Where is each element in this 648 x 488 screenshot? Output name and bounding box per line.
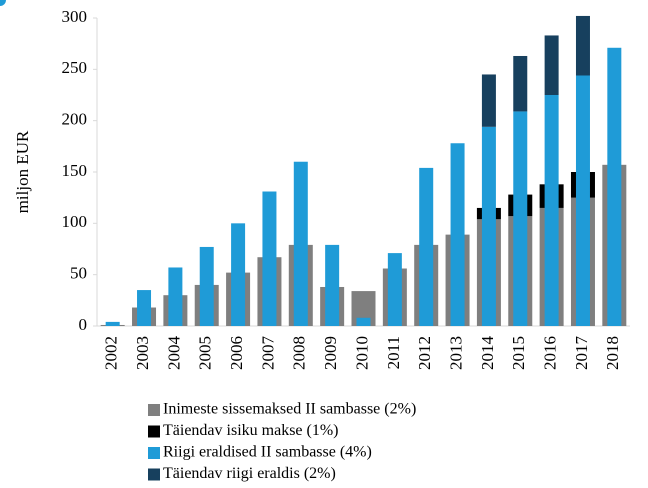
- legend-label: Inimeste sissemaksed II sambasse (2%): [163, 401, 416, 418]
- bar: [325, 244, 340, 326]
- x-tick-label: 2017: [572, 336, 591, 371]
- bar: [481, 126, 496, 327]
- x-tick-label: 2003: [133, 336, 152, 370]
- y-axis-label: miljon EUR: [13, 130, 32, 213]
- bar: [481, 74, 496, 127]
- y-tick-label: 0: [79, 315, 88, 334]
- x-tick-label: 2014: [478, 336, 497, 371]
- legend-swatch: [148, 425, 160, 438]
- x-tick-label: 2016: [541, 336, 560, 370]
- bar: [544, 95, 559, 326]
- bar: [607, 47, 622, 326]
- y-tick-label: 50: [70, 264, 87, 283]
- x-tick-label: 2004: [164, 336, 183, 371]
- legend-swatch: [148, 404, 160, 416]
- bar: [137, 290, 152, 326]
- x-tick-label: 2012: [415, 336, 434, 370]
- x-tick-label: 2018: [603, 336, 622, 370]
- y-tick-label: 100: [62, 212, 88, 231]
- x-tick-label: 2013: [446, 336, 465, 370]
- bar: [513, 111, 528, 326]
- bar: [419, 167, 434, 326]
- legend-label: Täiendav riigi eraldis (2%): [163, 465, 336, 482]
- x-tick-label: 2015: [509, 336, 528, 370]
- x-tick-label: 2006: [227, 336, 246, 370]
- legend-label: Riigi eraldised II sambasse (4%): [163, 444, 372, 461]
- bar: [231, 223, 246, 326]
- bar: [575, 15, 590, 76]
- x-tick-label: 2011: [384, 336, 403, 369]
- bar: [575, 75, 590, 326]
- bar: [293, 161, 308, 326]
- y-tick-label: 150: [62, 161, 88, 180]
- bar: [199, 246, 214, 326]
- x-tick-label: 2005: [196, 336, 215, 370]
- x-tick-label: 2002: [102, 336, 121, 370]
- y-tick-label: 250: [62, 58, 88, 77]
- legend-swatch: [148, 447, 160, 459]
- corner-icon: [0, 0, 6, 6]
- x-tick-label: 2008: [290, 336, 309, 370]
- y-tick-label: 300: [62, 7, 88, 26]
- x-tick-label: 2009: [321, 336, 340, 370]
- bar: [513, 55, 528, 112]
- bar: [450, 143, 465, 326]
- legend-swatch: [148, 468, 160, 481]
- bar: [356, 317, 371, 326]
- x-tick-label: 2007: [258, 336, 277, 371]
- y-tick-label: 200: [62, 110, 88, 129]
- x-tick-label: 2010: [352, 336, 371, 370]
- bar: [105, 321, 120, 326]
- bar: [262, 191, 277, 326]
- legend-label: Täiendav isiku makse (1%): [163, 422, 339, 439]
- bar: [387, 253, 402, 326]
- bar: [544, 35, 559, 95]
- bar: [168, 267, 183, 326]
